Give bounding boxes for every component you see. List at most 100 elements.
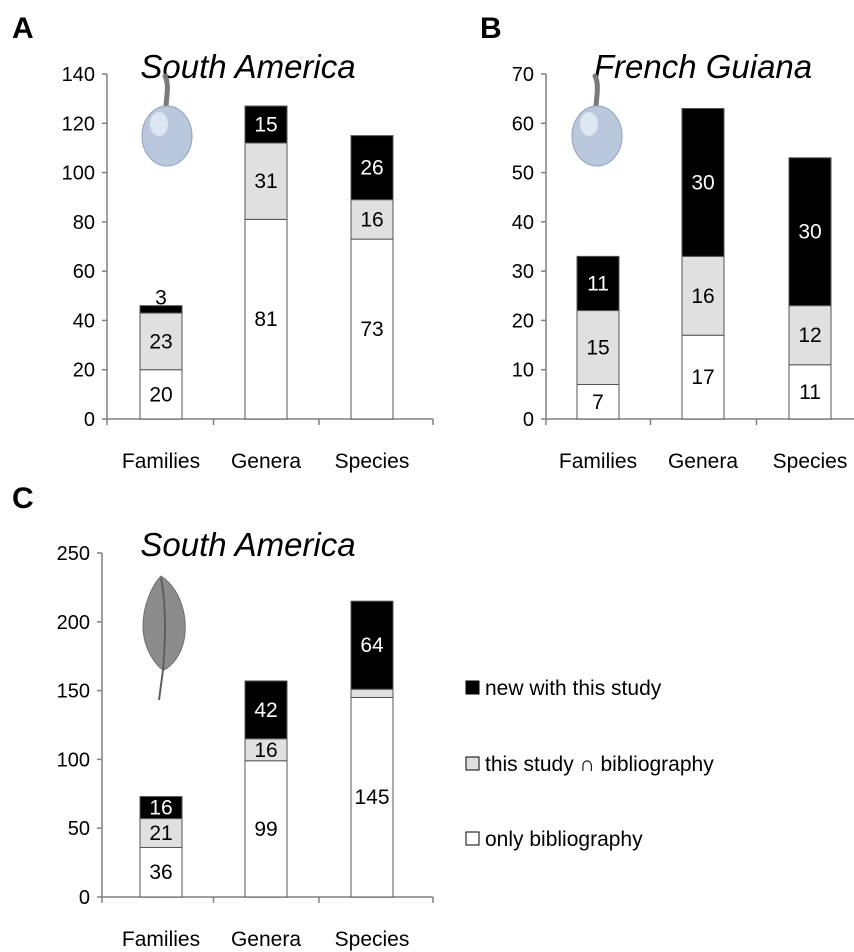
- y-tick-label: 30: [512, 261, 534, 283]
- chart-title: South America: [140, 526, 355, 563]
- bar-segment-bibliography: [244, 218, 288, 420]
- legend-swatch-overlap: [465, 756, 480, 771]
- chart-title: South America: [140, 48, 355, 85]
- data-label: 64: [360, 634, 384, 657]
- panel-letter: A: [12, 12, 34, 45]
- bar-segment-new: [350, 135, 394, 201]
- y-tick-label: 0: [523, 409, 534, 431]
- data-label: 12: [798, 324, 821, 347]
- bar-segment-overlap: [576, 310, 620, 386]
- y-tick-label: 60: [73, 261, 95, 283]
- fruit-highlight: [150, 112, 168, 136]
- data-label: 36: [149, 861, 172, 884]
- data-label: 16: [149, 797, 172, 820]
- y-tick-label: 70: [512, 64, 534, 86]
- data-label: 15: [254, 114, 277, 137]
- y-tick-label: 150: [57, 681, 90, 703]
- y-tick-label: 50: [68, 818, 90, 840]
- bar-segment-new: [139, 796, 183, 820]
- data-label: 26: [360, 157, 383, 180]
- y-tick-label: 100: [62, 163, 95, 185]
- y-tick-label: 200: [57, 612, 90, 634]
- y-tick-label: 120: [62, 113, 95, 135]
- bar-segment-overlap: [350, 199, 394, 240]
- fruit-icon: [571, 73, 623, 167]
- y-tick-label: 20: [73, 360, 95, 382]
- fruit-highlight: [580, 112, 598, 136]
- fruit-body: [141, 105, 193, 167]
- data-label: 99: [254, 818, 277, 841]
- y-tick-label: 250: [57, 543, 90, 565]
- x-category-label: Species: [335, 928, 410, 951]
- legend-swatch-new: [465, 680, 480, 695]
- chart-panel-b: B French Guiana 0 10 20 30 40 50 60 70 Families Gen…: [480, 12, 854, 473]
- chart-panel-c: C South America 0 50 100 150 200 250 Families Gen…: [12, 482, 434, 951]
- x-category-label: Families: [122, 928, 200, 951]
- y-tick-label: 100: [57, 749, 90, 771]
- y-tick-label: 0: [84, 409, 95, 431]
- legend-swatch-bibliography: [465, 831, 480, 846]
- fruit-body: [571, 105, 623, 167]
- data-label: 20: [149, 383, 172, 406]
- bar-segment-bibliography: [350, 238, 394, 420]
- y-tick-label: 50: [512, 163, 534, 185]
- x-category-label: Genera: [231, 450, 301, 473]
- x-category-label: Genera: [231, 928, 301, 951]
- data-label: 30: [691, 171, 714, 194]
- bar-segment-new: [681, 108, 725, 257]
- fruit-icon: [141, 73, 193, 167]
- data-label: 11: [587, 272, 609, 295]
- data-label: 16: [360, 208, 383, 231]
- data-label: 73: [360, 318, 383, 341]
- bar-segment-bibliography: [350, 696, 394, 898]
- bar-segment-new: [244, 105, 288, 144]
- fruit-stem: [162, 73, 170, 109]
- leaf-icon: [142, 575, 186, 701]
- data-label: 30: [798, 221, 821, 244]
- y-tick-label: 60: [512, 113, 534, 135]
- legend-label: this study ∩ bibliography: [485, 753, 714, 776]
- x-category-label: Families: [559, 450, 637, 473]
- y-tick-label: 0: [79, 887, 90, 909]
- bar-segment-new: [139, 305, 183, 314]
- bar-segment-overlap: [139, 312, 183, 371]
- panel-letter: B: [480, 12, 502, 45]
- bar-segment-overlap: [244, 142, 288, 220]
- y-tick-label: 40: [73, 310, 95, 332]
- y-tick-label: 10: [512, 360, 534, 382]
- bar-segment-new: [576, 255, 620, 312]
- data-label: 21: [149, 822, 172, 845]
- x-category-label: Species: [773, 450, 848, 473]
- y-tick-label: 20: [512, 310, 534, 332]
- bar-segment-bibliography: [244, 760, 288, 898]
- chart-title: French Guiana: [594, 48, 812, 85]
- y-tick-label: 140: [62, 64, 95, 86]
- data-label: 42: [254, 699, 277, 722]
- data-label: 16: [691, 285, 714, 308]
- bar-segment-bibliography: [139, 846, 183, 898]
- chart-panel-a: A South America 0 20 40 60 80 100 120 140 Families…: [12, 12, 434, 473]
- data-label: 23: [149, 330, 172, 353]
- bar-segment-bibliography: [788, 364, 832, 420]
- bar-segment-new: [788, 157, 832, 307]
- fruit-stem: [592, 73, 600, 109]
- bar-segment-bibliography: [139, 369, 183, 420]
- bar-segment-new: [350, 600, 394, 690]
- bar-segment-overlap: [681, 255, 725, 336]
- data-label: 145: [354, 786, 389, 809]
- bar-segment-bibliography: [681, 334, 725, 420]
- x-category-label: Species: [335, 450, 410, 473]
- data-label: 16: [254, 739, 277, 762]
- bar-segment-bibliography: [576, 384, 620, 420]
- data-label: 15: [586, 337, 609, 360]
- data-label: 31: [254, 170, 277, 193]
- legend-label: new with this study: [485, 677, 662, 700]
- data-label: 3: [155, 287, 167, 310]
- bar-segment-overlap: [788, 305, 832, 366]
- panel-letter: C: [12, 482, 34, 515]
- legend-label: only bibliography: [485, 828, 643, 851]
- x-category-label: Genera: [668, 450, 738, 473]
- data-label: 17: [691, 366, 714, 389]
- legend: new with this study this study ∩ bibliogr…: [465, 677, 714, 851]
